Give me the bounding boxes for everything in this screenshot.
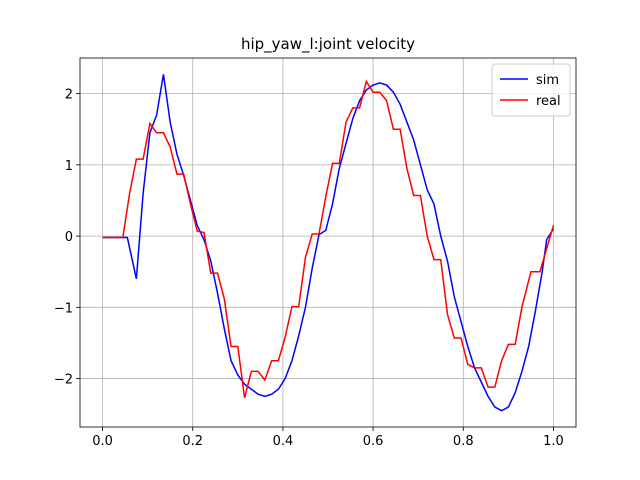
legend-label: real [536, 94, 561, 109]
plot-frame [79, 57, 577, 428]
x-tick-label: 1.0 [543, 434, 564, 449]
legend-box [491, 63, 571, 117]
x-tick-label: 0.0 [92, 434, 113, 449]
y-tick-label: −2 [54, 373, 73, 388]
legend-label: sim [536, 73, 559, 88]
x-tick-label: 0.6 [363, 434, 384, 449]
line-series [102, 74, 555, 412]
y-tick-label: −1 [54, 301, 73, 316]
x-tick-label: 0.4 [273, 434, 294, 449]
y-tick-label: 2 [65, 88, 73, 103]
x-tick-label: 0.2 [182, 434, 203, 449]
x-tick-label: 0.8 [453, 434, 474, 449]
y-tick-label: 1 [65, 159, 73, 174]
chart-title: hip_yaw_l:joint velocity [241, 35, 415, 54]
y-tick-label: 0 [65, 230, 73, 245]
line-series [102, 79, 555, 398]
